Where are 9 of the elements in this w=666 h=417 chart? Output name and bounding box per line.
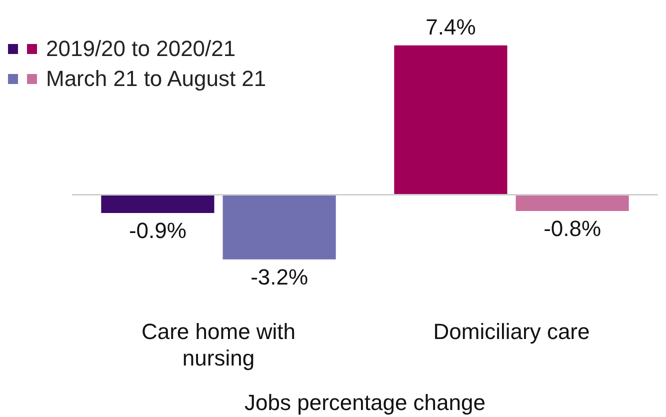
x-tick-label: Domiciliary care xyxy=(433,319,590,344)
data-label: 7.4% xyxy=(426,14,476,40)
x-tick-label: Care home with nursing xyxy=(141,319,296,370)
data-label: -0.9% xyxy=(128,218,186,244)
data-label: -0.8% xyxy=(544,216,602,242)
legend-label: 2019/20 to 2020/21 xyxy=(46,35,236,63)
legend-label: March 21 to August 21 xyxy=(46,65,266,93)
data-label: -3.2% xyxy=(250,264,308,290)
x-axis-title: Jobs percentage change xyxy=(244,390,486,415)
